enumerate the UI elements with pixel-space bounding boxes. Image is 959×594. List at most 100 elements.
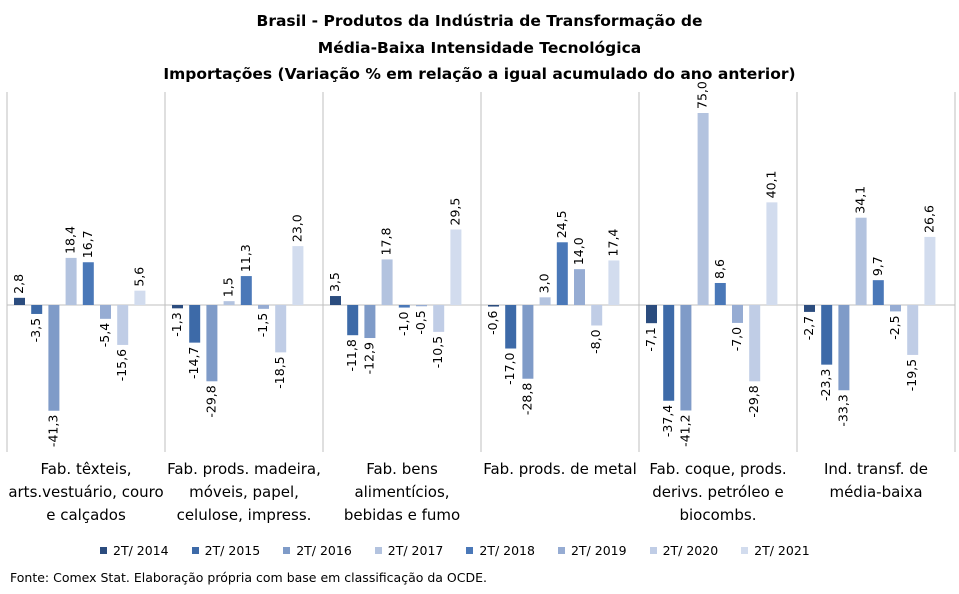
legend-swatch: [283, 547, 290, 554]
bar: [698, 113, 709, 305]
chart-legend: 2T/ 2014 2T/ 2015 2T/ 2016 2T/ 2017 2T/ 2018…: [100, 540, 833, 560]
category-label: Fab. têxteis, arts.vestuário, couro e calç…: [8, 460, 163, 524]
data-label: 2,8: [11, 274, 26, 294]
data-label: -14,7: [186, 347, 201, 379]
bar: [66, 258, 77, 305]
bar: [83, 262, 94, 305]
data-label: -12,9: [361, 342, 376, 374]
bar: [117, 305, 128, 345]
bar: [856, 218, 867, 305]
bar: [821, 305, 832, 365]
data-label: -0,6: [485, 310, 500, 334]
data-label: 75,0: [695, 81, 710, 109]
legend-swatch: [375, 547, 382, 554]
bar: [31, 305, 42, 314]
data-label: -18,5: [272, 356, 287, 388]
bar: [416, 305, 427, 306]
legend-item: 2T/ 2016: [283, 543, 352, 558]
bar: [749, 305, 760, 381]
bar: [134, 291, 145, 305]
legend-item: 2T/ 2018: [466, 543, 535, 558]
legend-label: 2T/ 2016: [296, 543, 352, 558]
bar: [292, 246, 303, 305]
data-label: 3,5: [327, 272, 342, 292]
legend-item: 2T/ 2021: [741, 543, 810, 558]
legend-item: 2T/ 2020: [650, 543, 719, 558]
data-label: 24,5: [554, 210, 569, 238]
legend-swatch: [558, 547, 565, 554]
legend-label: 2T/ 2019: [571, 543, 627, 558]
data-label: 29,5: [447, 198, 462, 226]
legend-item: 2T/ 2019: [558, 543, 627, 558]
bar: [907, 305, 918, 355]
data-label: 34,1: [853, 186, 868, 214]
category-label: Fab. prods. madeira, móveis, papel, celulo…: [167, 460, 321, 524]
category-label: Fab. bens alimentícios, bebidas e fumo: [344, 460, 460, 524]
legend-swatch: [100, 547, 107, 554]
bar: [873, 280, 884, 305]
bar: [206, 305, 217, 381]
bar: [522, 305, 533, 379]
data-label: 11,3: [238, 244, 253, 272]
data-label: 26,6: [921, 205, 936, 233]
data-label: -5,4: [97, 323, 112, 347]
bar: [433, 305, 444, 332]
data-label: -17,0: [502, 352, 517, 384]
bar: [924, 237, 935, 305]
category-label: Ind. transf. de média-baixa: [824, 460, 928, 501]
data-label: -29,8: [746, 385, 761, 417]
data-label: -7,1: [643, 327, 658, 351]
data-label: 18,4: [63, 226, 78, 254]
data-label: -1,3: [169, 312, 184, 336]
data-label: -33,3: [835, 394, 850, 426]
bar: [100, 305, 111, 319]
bar: [663, 305, 674, 401]
data-label: 14,0: [571, 237, 586, 265]
data-label: 1,5: [221, 277, 236, 297]
data-label: -1,0: [396, 312, 411, 336]
data-label: -37,4: [660, 405, 675, 437]
data-label: -10,5: [430, 336, 445, 368]
data-label: 17,4: [605, 229, 620, 257]
bar: [838, 305, 849, 390]
legend-label: 2T/ 2014: [113, 543, 169, 558]
bar: [48, 305, 59, 411]
bar-chart: 2,8 -1,3 3,5 -0,6 -7,1 -2,7 -3,5 -14,7 -11,8 -17,…: [0, 0, 959, 540]
data-label: -0,5: [413, 310, 428, 334]
bar: [275, 305, 286, 352]
bar: [488, 305, 499, 307]
bar: [364, 305, 375, 338]
data-label: -29,8: [203, 385, 218, 417]
data-label: -3,5: [28, 318, 43, 342]
bar: [574, 269, 585, 305]
bar: [804, 305, 815, 312]
data-label: 40,1: [763, 171, 778, 199]
data-label: 3,0: [537, 273, 552, 293]
bar: [382, 259, 393, 305]
legend-swatch: [650, 547, 657, 554]
bar: [766, 202, 777, 305]
data-label: -7,0: [729, 327, 744, 351]
data-label: 23,0: [289, 214, 304, 242]
legend-item: 2T/ 2014: [100, 543, 169, 558]
data-label: -41,3: [45, 415, 60, 447]
bar: [646, 305, 657, 323]
data-label: -28,8: [519, 383, 534, 415]
bar: [172, 305, 183, 308]
bar: [399, 305, 410, 308]
data-label: -2,7: [801, 316, 816, 340]
bar: [330, 296, 341, 305]
data-label: 16,7: [80, 230, 95, 258]
bar: [189, 305, 200, 343]
legend-label: 2T/ 2018: [479, 543, 535, 558]
legend-swatch: [466, 547, 473, 554]
source-note: Fonte: Comex Stat. Elaboração própria co…: [10, 570, 487, 585]
bar: [890, 305, 901, 311]
bar: [258, 305, 269, 309]
legend-label: 2T/ 2017: [388, 543, 444, 558]
bar: [680, 305, 691, 410]
bar: [715, 283, 726, 305]
bar: [557, 242, 568, 305]
data-label: 17,8: [379, 228, 394, 256]
data-label: -15,6: [114, 349, 129, 381]
